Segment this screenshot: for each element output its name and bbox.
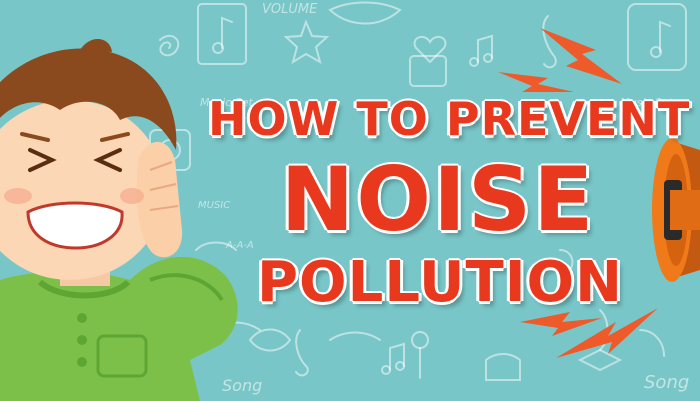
doodle-text-music: MUSIC bbox=[198, 200, 231, 211]
doodle-text-music-set: Music Set bbox=[620, 96, 673, 109]
hand bbox=[136, 141, 183, 258]
music-note-icon bbox=[221, 16, 233, 49]
doodle-text-song: Song bbox=[644, 372, 690, 393]
doodle-text-aaa: A-A-A bbox=[226, 240, 254, 251]
title-line-2: NOISE bbox=[280, 147, 596, 252]
heart-icon bbox=[413, 35, 447, 64]
drum-icon bbox=[485, 353, 521, 381]
eye bbox=[28, 148, 57, 172]
music-card-icon bbox=[627, 3, 687, 71]
lightning-bolt-icon bbox=[556, 308, 658, 358]
star-icon bbox=[283, 19, 330, 65]
diamond-doodle bbox=[577, 348, 623, 372]
hair bbox=[0, 48, 177, 150]
title-line-3: POLLUTION bbox=[256, 249, 623, 316]
heart-icon bbox=[248, 328, 292, 352]
music-note-icon bbox=[477, 34, 493, 63]
doodle-text-music-set: Music Set bbox=[200, 96, 253, 109]
wave-doodle bbox=[195, 241, 237, 251]
lightning-bolt-icon bbox=[540, 28, 622, 84]
wing-doodle bbox=[329, 331, 381, 341]
spiral-doodle bbox=[159, 34, 180, 57]
green-shirt bbox=[0, 256, 238, 401]
radio-doodle bbox=[409, 55, 447, 87]
treble-clef-icon bbox=[542, 15, 557, 69]
mouth bbox=[26, 201, 124, 250]
doodle-text-song: Song bbox=[222, 376, 263, 395]
doodle-text-volume: VOLUME bbox=[262, 2, 318, 17]
lightning-bolt-icon bbox=[498, 72, 574, 92]
music-note-icon bbox=[389, 342, 405, 371]
treble-clef-icon bbox=[295, 329, 309, 377]
lightning-bolt-icon bbox=[520, 312, 602, 336]
title-line-1: HOW TO PREVENT bbox=[207, 91, 691, 147]
music-card-icon bbox=[197, 3, 247, 65]
music-note-icon bbox=[659, 20, 671, 53]
squiggle-doodle bbox=[559, 249, 574, 271]
eye bbox=[93, 148, 122, 172]
lips-doodle bbox=[328, 1, 402, 25]
squiggle-doodle bbox=[639, 329, 665, 357]
